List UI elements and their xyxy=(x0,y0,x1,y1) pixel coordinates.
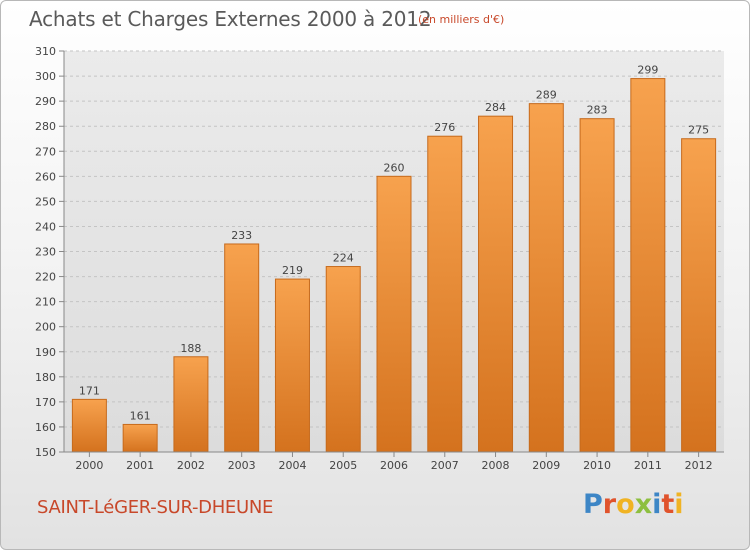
bar-2005 xyxy=(325,266,361,453)
proxiti-logo[interactable]: Proxiti xyxy=(583,489,684,520)
bar-value-label: 299 xyxy=(637,64,658,77)
logo-letter: o xyxy=(616,489,635,520)
logo-letter: i xyxy=(652,489,662,520)
bar-2006 xyxy=(376,175,412,453)
bar-2012 xyxy=(681,138,717,453)
bar-value-label: 276 xyxy=(434,121,455,134)
y-tick-label: 200 xyxy=(35,321,56,334)
bar-value-label: 233 xyxy=(231,229,252,242)
x-tick-label: 2010 xyxy=(583,459,611,472)
bar-value-label: 289 xyxy=(536,89,557,102)
y-tick-label: 160 xyxy=(35,421,56,434)
y-tick-label: 300 xyxy=(35,70,56,83)
y-tick-label: 220 xyxy=(35,271,56,284)
bar-2009 xyxy=(528,103,564,453)
x-tick-label: 2005 xyxy=(329,459,357,472)
bar-2004 xyxy=(274,278,310,453)
logo-letter: t xyxy=(661,489,675,520)
y-tick-label: 170 xyxy=(35,396,56,409)
logo-letter: i xyxy=(674,489,684,520)
bar-2011 xyxy=(630,78,666,453)
logo-letter: r xyxy=(602,489,617,520)
y-tick-label: 270 xyxy=(35,145,56,158)
bar-2001 xyxy=(122,423,158,453)
x-tick-label: 2007 xyxy=(431,459,459,472)
bar-value-label: 275 xyxy=(688,124,709,137)
chart-unit: (en milliers d'€) xyxy=(418,13,505,26)
x-tick-label: 2003 xyxy=(228,459,256,472)
x-tick-label: 2004 xyxy=(278,459,306,472)
bar-value-label: 224 xyxy=(333,252,354,265)
bar-value-label: 283 xyxy=(587,104,608,117)
x-tick-label: 2000 xyxy=(75,459,103,472)
town-name: SAINT-LéGER-SUR-DHEUNE xyxy=(37,497,274,518)
y-tick-label: 260 xyxy=(35,170,56,183)
bar-value-label: 284 xyxy=(485,101,506,114)
bar-2003 xyxy=(224,243,260,453)
x-tick-label: 2006 xyxy=(380,459,408,472)
bar-value-label: 219 xyxy=(282,264,303,277)
y-tick-label: 240 xyxy=(35,220,56,233)
logo-letter: P xyxy=(583,489,603,520)
bar-value-label: 188 xyxy=(180,342,201,355)
y-tick-label: 230 xyxy=(35,246,56,259)
y-tick-label: 310 xyxy=(35,45,56,58)
x-tick-label: 2012 xyxy=(685,459,713,472)
bar-value-label: 161 xyxy=(130,409,151,422)
y-tick-label: 190 xyxy=(35,346,56,359)
y-tick-label: 280 xyxy=(35,120,56,133)
y-tick-label: 210 xyxy=(35,296,56,309)
x-tick-label: 2002 xyxy=(177,459,205,472)
chart-title: Achats et Charges Externes 2000 à 2012 xyxy=(29,7,432,31)
y-tick-label: 290 xyxy=(35,95,56,108)
bar-value-label: 260 xyxy=(384,161,405,174)
x-tick-label: 2001 xyxy=(126,459,154,472)
logo-letter: x xyxy=(634,489,653,520)
bar-2010 xyxy=(579,118,615,453)
bar-2000 xyxy=(71,398,107,453)
y-tick-label: 150 xyxy=(35,446,56,459)
x-tick-label: 2009 xyxy=(532,459,560,472)
y-tick-label: 180 xyxy=(35,371,56,384)
y-tick-label: 250 xyxy=(35,195,56,208)
x-tick-label: 2008 xyxy=(482,459,510,472)
bar-value-label: 171 xyxy=(79,384,100,397)
bar-2008 xyxy=(478,115,514,453)
x-tick-label: 2011 xyxy=(634,459,662,472)
bar-2002 xyxy=(173,356,209,453)
bar-2007 xyxy=(427,135,463,453)
